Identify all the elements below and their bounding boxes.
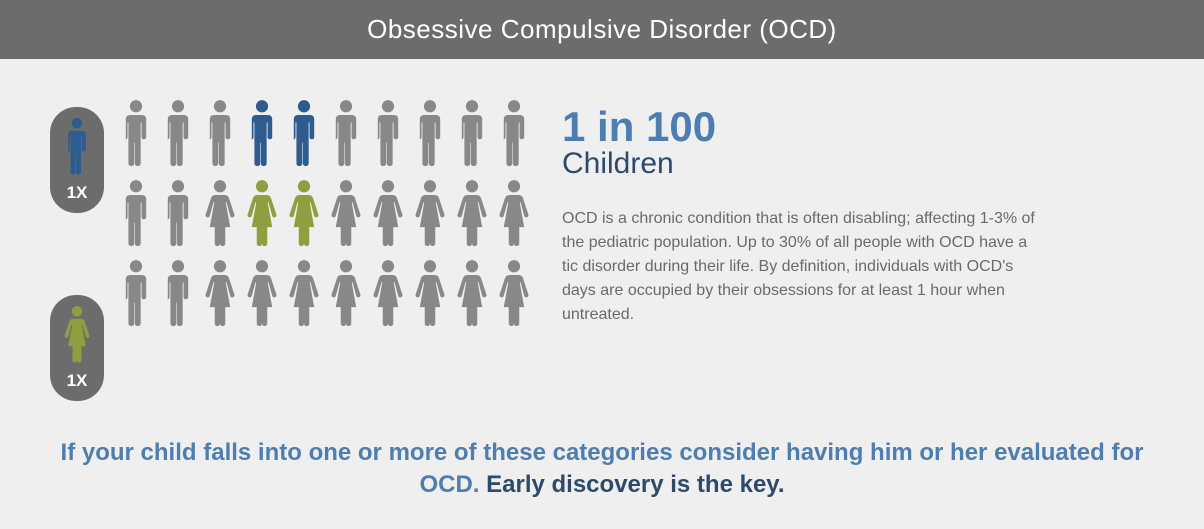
person-male-icon bbox=[118, 259, 154, 329]
header-bar: Obsessive Compulsive Disorder (OCD) bbox=[0, 0, 1204, 59]
badge-label: 1X bbox=[67, 183, 88, 203]
left-graphic: 1X 1X bbox=[50, 99, 532, 401]
person-male-icon bbox=[160, 179, 196, 249]
person-female-icon bbox=[412, 179, 448, 249]
person-male-icon bbox=[286, 99, 322, 169]
person-female-icon bbox=[412, 259, 448, 329]
people-grid bbox=[118, 99, 532, 329]
page-title: Obsessive Compulsive Disorder (OCD) bbox=[367, 14, 837, 44]
person-male-icon bbox=[118, 179, 154, 249]
person-female-icon bbox=[370, 179, 406, 249]
person-male-icon bbox=[118, 99, 154, 169]
person-male-icon bbox=[328, 99, 364, 169]
person-male-icon bbox=[160, 99, 196, 169]
people-row bbox=[118, 99, 532, 169]
badge-column: 1X 1X bbox=[50, 99, 104, 401]
person-female-icon bbox=[244, 179, 280, 249]
stat-subhead: Children bbox=[562, 147, 1154, 181]
person-male-icon bbox=[62, 117, 92, 177]
person-female-icon bbox=[454, 259, 490, 329]
person-female-icon bbox=[202, 259, 238, 329]
footer-part2: Early discovery is the key. bbox=[486, 471, 784, 498]
person-female-icon bbox=[62, 305, 92, 365]
person-male-icon bbox=[370, 99, 406, 169]
person-male-icon bbox=[202, 99, 238, 169]
ratio-badge-male: 1X bbox=[50, 107, 104, 213]
person-female-icon bbox=[202, 179, 238, 249]
person-male-icon bbox=[160, 259, 196, 329]
person-female-icon bbox=[328, 179, 364, 249]
person-female-icon bbox=[496, 179, 532, 249]
person-female-icon bbox=[454, 179, 490, 249]
person-male-icon bbox=[454, 99, 490, 169]
ratio-badge-female: 1X bbox=[50, 295, 104, 401]
people-row bbox=[118, 259, 532, 329]
person-male-icon bbox=[244, 99, 280, 169]
right-text: 1 in 100 Children OCD is a chronic condi… bbox=[562, 99, 1154, 327]
person-male-icon bbox=[496, 99, 532, 169]
people-row bbox=[118, 179, 532, 249]
description-text: OCD is a chronic condition that is often… bbox=[562, 207, 1042, 327]
main-content: 1X 1X 1 in 100 Children OCD is a chronic … bbox=[0, 59, 1204, 401]
person-male-icon bbox=[412, 99, 448, 169]
badge-label: 1X bbox=[67, 371, 88, 391]
person-female-icon bbox=[286, 259, 322, 329]
person-female-icon bbox=[286, 179, 322, 249]
stat-headline: 1 in 100 bbox=[562, 105, 1154, 149]
footer-message: If your child falls into one or more of … bbox=[0, 401, 1204, 502]
person-female-icon bbox=[244, 259, 280, 329]
person-female-icon bbox=[328, 259, 364, 329]
person-female-icon bbox=[370, 259, 406, 329]
person-female-icon bbox=[496, 259, 532, 329]
